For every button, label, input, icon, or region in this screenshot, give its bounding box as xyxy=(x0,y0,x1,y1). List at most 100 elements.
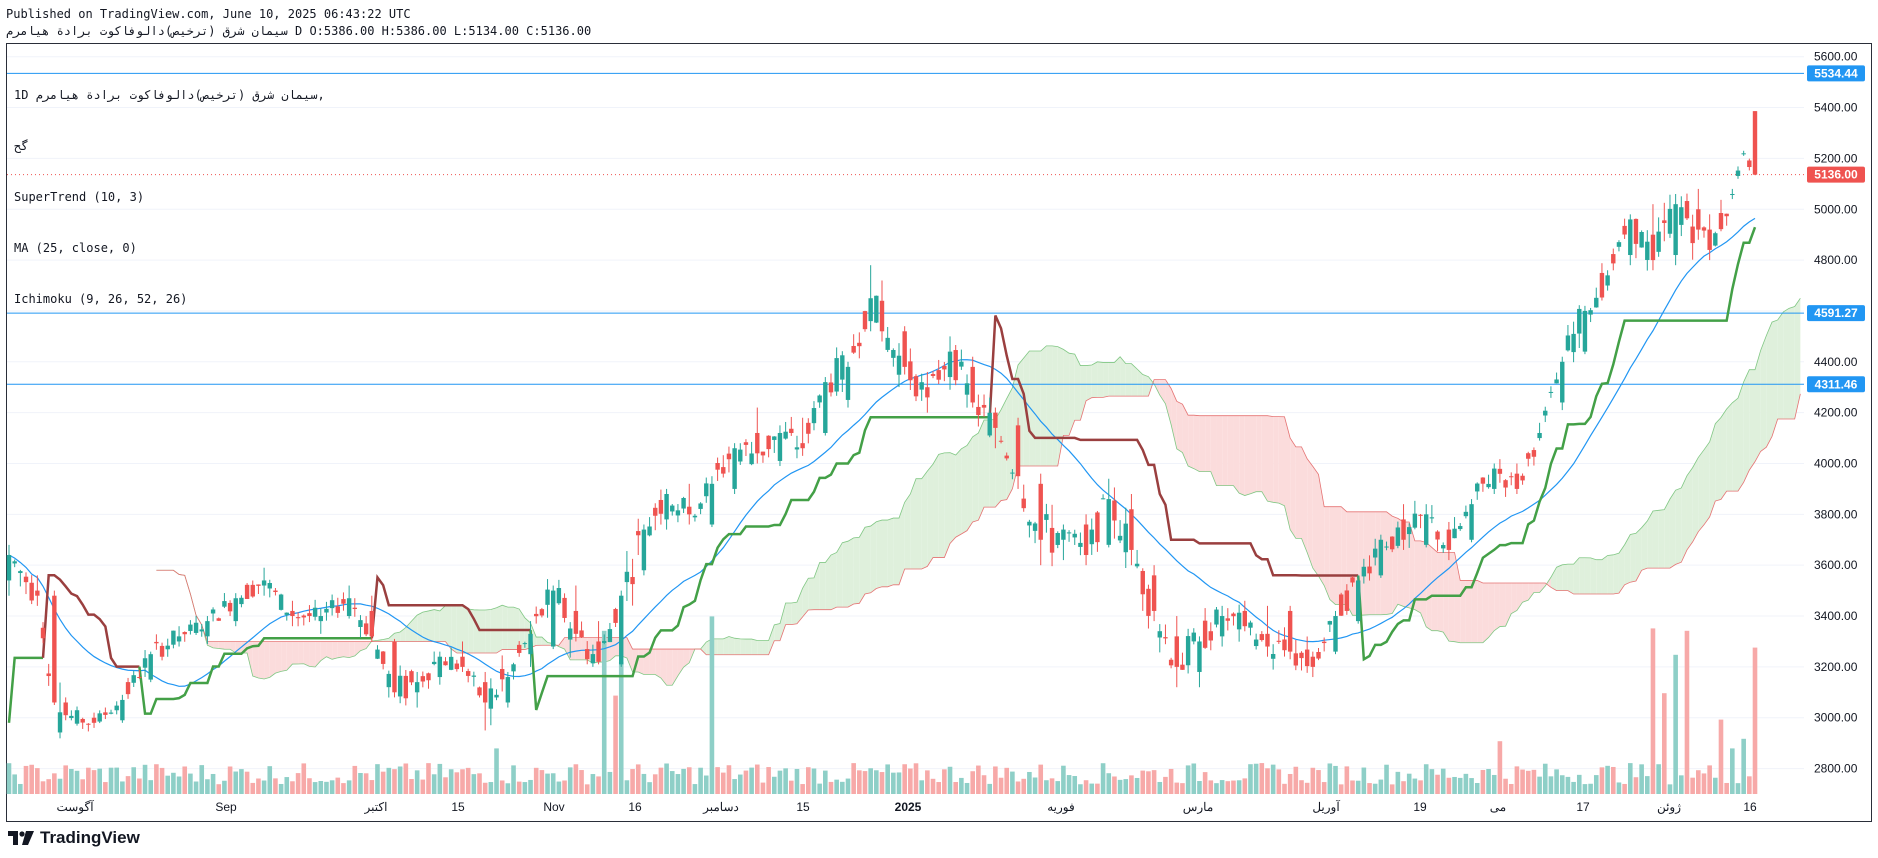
volume-bar xyxy=(732,779,737,794)
cloud-segment xyxy=(1777,311,1784,419)
candle-body xyxy=(1412,513,1418,528)
candle-body xyxy=(199,629,204,632)
cloud-segment xyxy=(286,641,293,671)
volume-bar xyxy=(409,779,414,794)
cloud-segment xyxy=(1630,533,1636,583)
volume-bar xyxy=(1367,783,1372,794)
candle-body xyxy=(80,718,85,723)
cloud-segment xyxy=(1278,416,1285,506)
volume-bar xyxy=(635,764,641,794)
cloud-segment xyxy=(1193,415,1200,472)
price-badge xyxy=(1807,65,1865,82)
volume-bar xyxy=(278,783,284,794)
candle-body xyxy=(1662,220,1667,224)
candle-body xyxy=(647,526,652,536)
candle-body xyxy=(1526,453,1531,459)
candle-body xyxy=(273,590,278,593)
legend-ma[interactable]: MA (25, close, 0) xyxy=(14,241,137,255)
candle-body xyxy=(1321,641,1327,644)
cloud-segment xyxy=(791,602,797,625)
cloud-segment xyxy=(1755,350,1761,462)
volume-bar xyxy=(1378,779,1384,794)
candle-body xyxy=(69,715,74,719)
candle-body xyxy=(743,442,749,445)
supertrend-segment xyxy=(7,656,44,723)
candle-body xyxy=(341,599,346,604)
legend-ichimoku[interactable]: Ichimoku (9, 26, 52, 26) xyxy=(14,292,188,306)
volume-bar xyxy=(522,782,528,794)
candle-body xyxy=(205,621,210,637)
candle-body xyxy=(930,374,936,376)
volume-bar xyxy=(1112,776,1117,794)
candle-body xyxy=(63,702,68,716)
candle-body xyxy=(1486,483,1491,488)
y-tick-label: 3600.00 xyxy=(1814,558,1858,572)
volume-bar xyxy=(1491,774,1497,794)
volume-bar xyxy=(709,616,715,794)
volume-bar xyxy=(1225,781,1231,794)
chart-frame[interactable] xyxy=(6,43,1872,822)
candle-body xyxy=(1134,563,1140,567)
candle-body xyxy=(52,595,57,703)
volume-bar xyxy=(1452,776,1457,794)
cloud-segment xyxy=(422,610,429,642)
volume-bar xyxy=(1095,783,1100,794)
volume-bar xyxy=(284,777,290,794)
volume-bar xyxy=(976,765,981,794)
cloud-segment xyxy=(1131,363,1138,397)
volume-bar xyxy=(624,780,630,794)
candle-body xyxy=(86,723,91,725)
volume-bar xyxy=(499,780,505,794)
volume-bar xyxy=(993,766,998,794)
candle-body xyxy=(715,463,720,470)
volume-bar xyxy=(573,764,579,794)
volume-bar xyxy=(1100,763,1106,794)
cloud-segment xyxy=(961,445,968,535)
candle-body xyxy=(1129,509,1134,550)
volume-bar xyxy=(851,763,856,794)
supertrend-segment xyxy=(988,315,1359,577)
tradingview-logo[interactable]: TradingView xyxy=(8,828,140,848)
candle-body xyxy=(477,687,482,696)
candle-body xyxy=(1543,410,1548,416)
volume-bar xyxy=(1542,763,1548,794)
published-header: Published on TradingView.com, June 10, 2… xyxy=(6,6,591,40)
volume-bar xyxy=(18,783,23,794)
volume-bar xyxy=(1106,773,1112,794)
cloud-segment xyxy=(989,419,996,508)
volume-bar xyxy=(1389,784,1395,794)
cloud-segment xyxy=(1488,582,1495,638)
cloud-segment xyxy=(1664,499,1670,569)
volume-bar xyxy=(811,768,817,794)
candle-body xyxy=(1633,218,1639,244)
cloud-segment xyxy=(785,602,792,625)
volume-bar xyxy=(1406,773,1412,794)
volume-bar xyxy=(437,763,443,794)
cloud-segment xyxy=(830,552,837,610)
cloud-segment xyxy=(978,420,985,521)
cloud-segment xyxy=(502,605,508,650)
cloud-segment xyxy=(1715,417,1721,502)
volume-bar xyxy=(1661,693,1667,794)
volume-bar xyxy=(1718,719,1724,794)
candle-body xyxy=(987,412,992,436)
volume-bar xyxy=(448,769,454,794)
x-tick-label: 15 xyxy=(451,800,465,814)
volume-bar xyxy=(1627,763,1633,794)
volume-bar xyxy=(692,784,698,794)
volume-bar xyxy=(1078,784,1083,794)
volume-bar xyxy=(114,767,120,794)
candle-body xyxy=(1684,201,1690,219)
candle-body xyxy=(403,675,409,699)
volume-bar xyxy=(159,767,165,794)
legend-symbol[interactable]: 1D سيمان شرق (ترخيص)دالوفاكوت برادة هيام… xyxy=(14,88,325,102)
candle-body xyxy=(1287,610,1293,652)
supertrend-segment xyxy=(138,637,372,715)
cloud-segment xyxy=(1465,580,1472,643)
cloud-segment xyxy=(1499,582,1506,627)
volume-bar xyxy=(936,782,941,794)
volume-bar xyxy=(1140,770,1146,794)
cloud-segment xyxy=(394,631,401,642)
legend-supertrend[interactable]: SuperTrend (10, 3) xyxy=(14,190,145,204)
